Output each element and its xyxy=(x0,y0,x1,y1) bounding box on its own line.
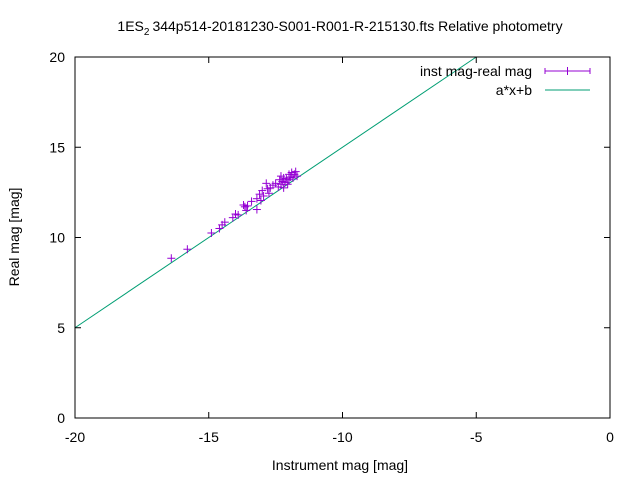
data-point xyxy=(252,205,261,214)
y-tick-label-2: 10 xyxy=(49,230,65,246)
data-point xyxy=(258,186,267,195)
ticks-layer: -20 -15 -10 -5 0 0 5 10 15 20 xyxy=(49,49,614,445)
x-tick-label-3: -5 xyxy=(470,429,483,445)
legend-label-points: inst mag-real mag xyxy=(420,63,532,79)
y-tick-label-0: 0 xyxy=(57,410,65,426)
x-tick-label-0: -20 xyxy=(65,429,85,445)
data-point xyxy=(243,201,252,210)
data-point xyxy=(264,189,273,198)
data-layer xyxy=(74,56,477,329)
data-point xyxy=(220,218,229,227)
data-point xyxy=(259,191,268,200)
y-axis-label: Real mag [mag] xyxy=(6,188,22,287)
legend: inst mag-real mag a*x+b xyxy=(420,63,591,98)
data-point xyxy=(207,228,216,237)
x-tick-label-4: 0 xyxy=(606,429,614,445)
y-tick-label-3: 15 xyxy=(49,139,65,155)
x-tick-label-1: -15 xyxy=(199,429,219,445)
plot-frame xyxy=(74,56,611,419)
x-tick-label-2: -10 xyxy=(332,429,352,445)
data-point xyxy=(256,196,265,205)
y-tick-label-4: 20 xyxy=(49,49,65,65)
data-point xyxy=(291,167,300,176)
chart-title: 1ES2 344p514-20181230-S001-R001-R-215130.… xyxy=(117,18,562,38)
data-point xyxy=(183,245,192,254)
data-point xyxy=(279,183,288,192)
data-point xyxy=(167,254,176,263)
data-point xyxy=(252,194,261,203)
legend-label-line: a*x+b xyxy=(496,82,532,98)
data-point xyxy=(283,180,292,189)
data-point xyxy=(234,210,243,219)
data-point xyxy=(239,201,248,210)
x-axis-label: Instrument mag [mag] xyxy=(272,457,408,473)
data-point xyxy=(289,173,298,182)
data-point xyxy=(262,179,271,188)
data-point xyxy=(242,206,251,215)
y-tick-label-1: 5 xyxy=(57,320,65,336)
data-point xyxy=(293,172,302,181)
fit-line xyxy=(74,56,477,329)
data-point xyxy=(247,197,256,206)
